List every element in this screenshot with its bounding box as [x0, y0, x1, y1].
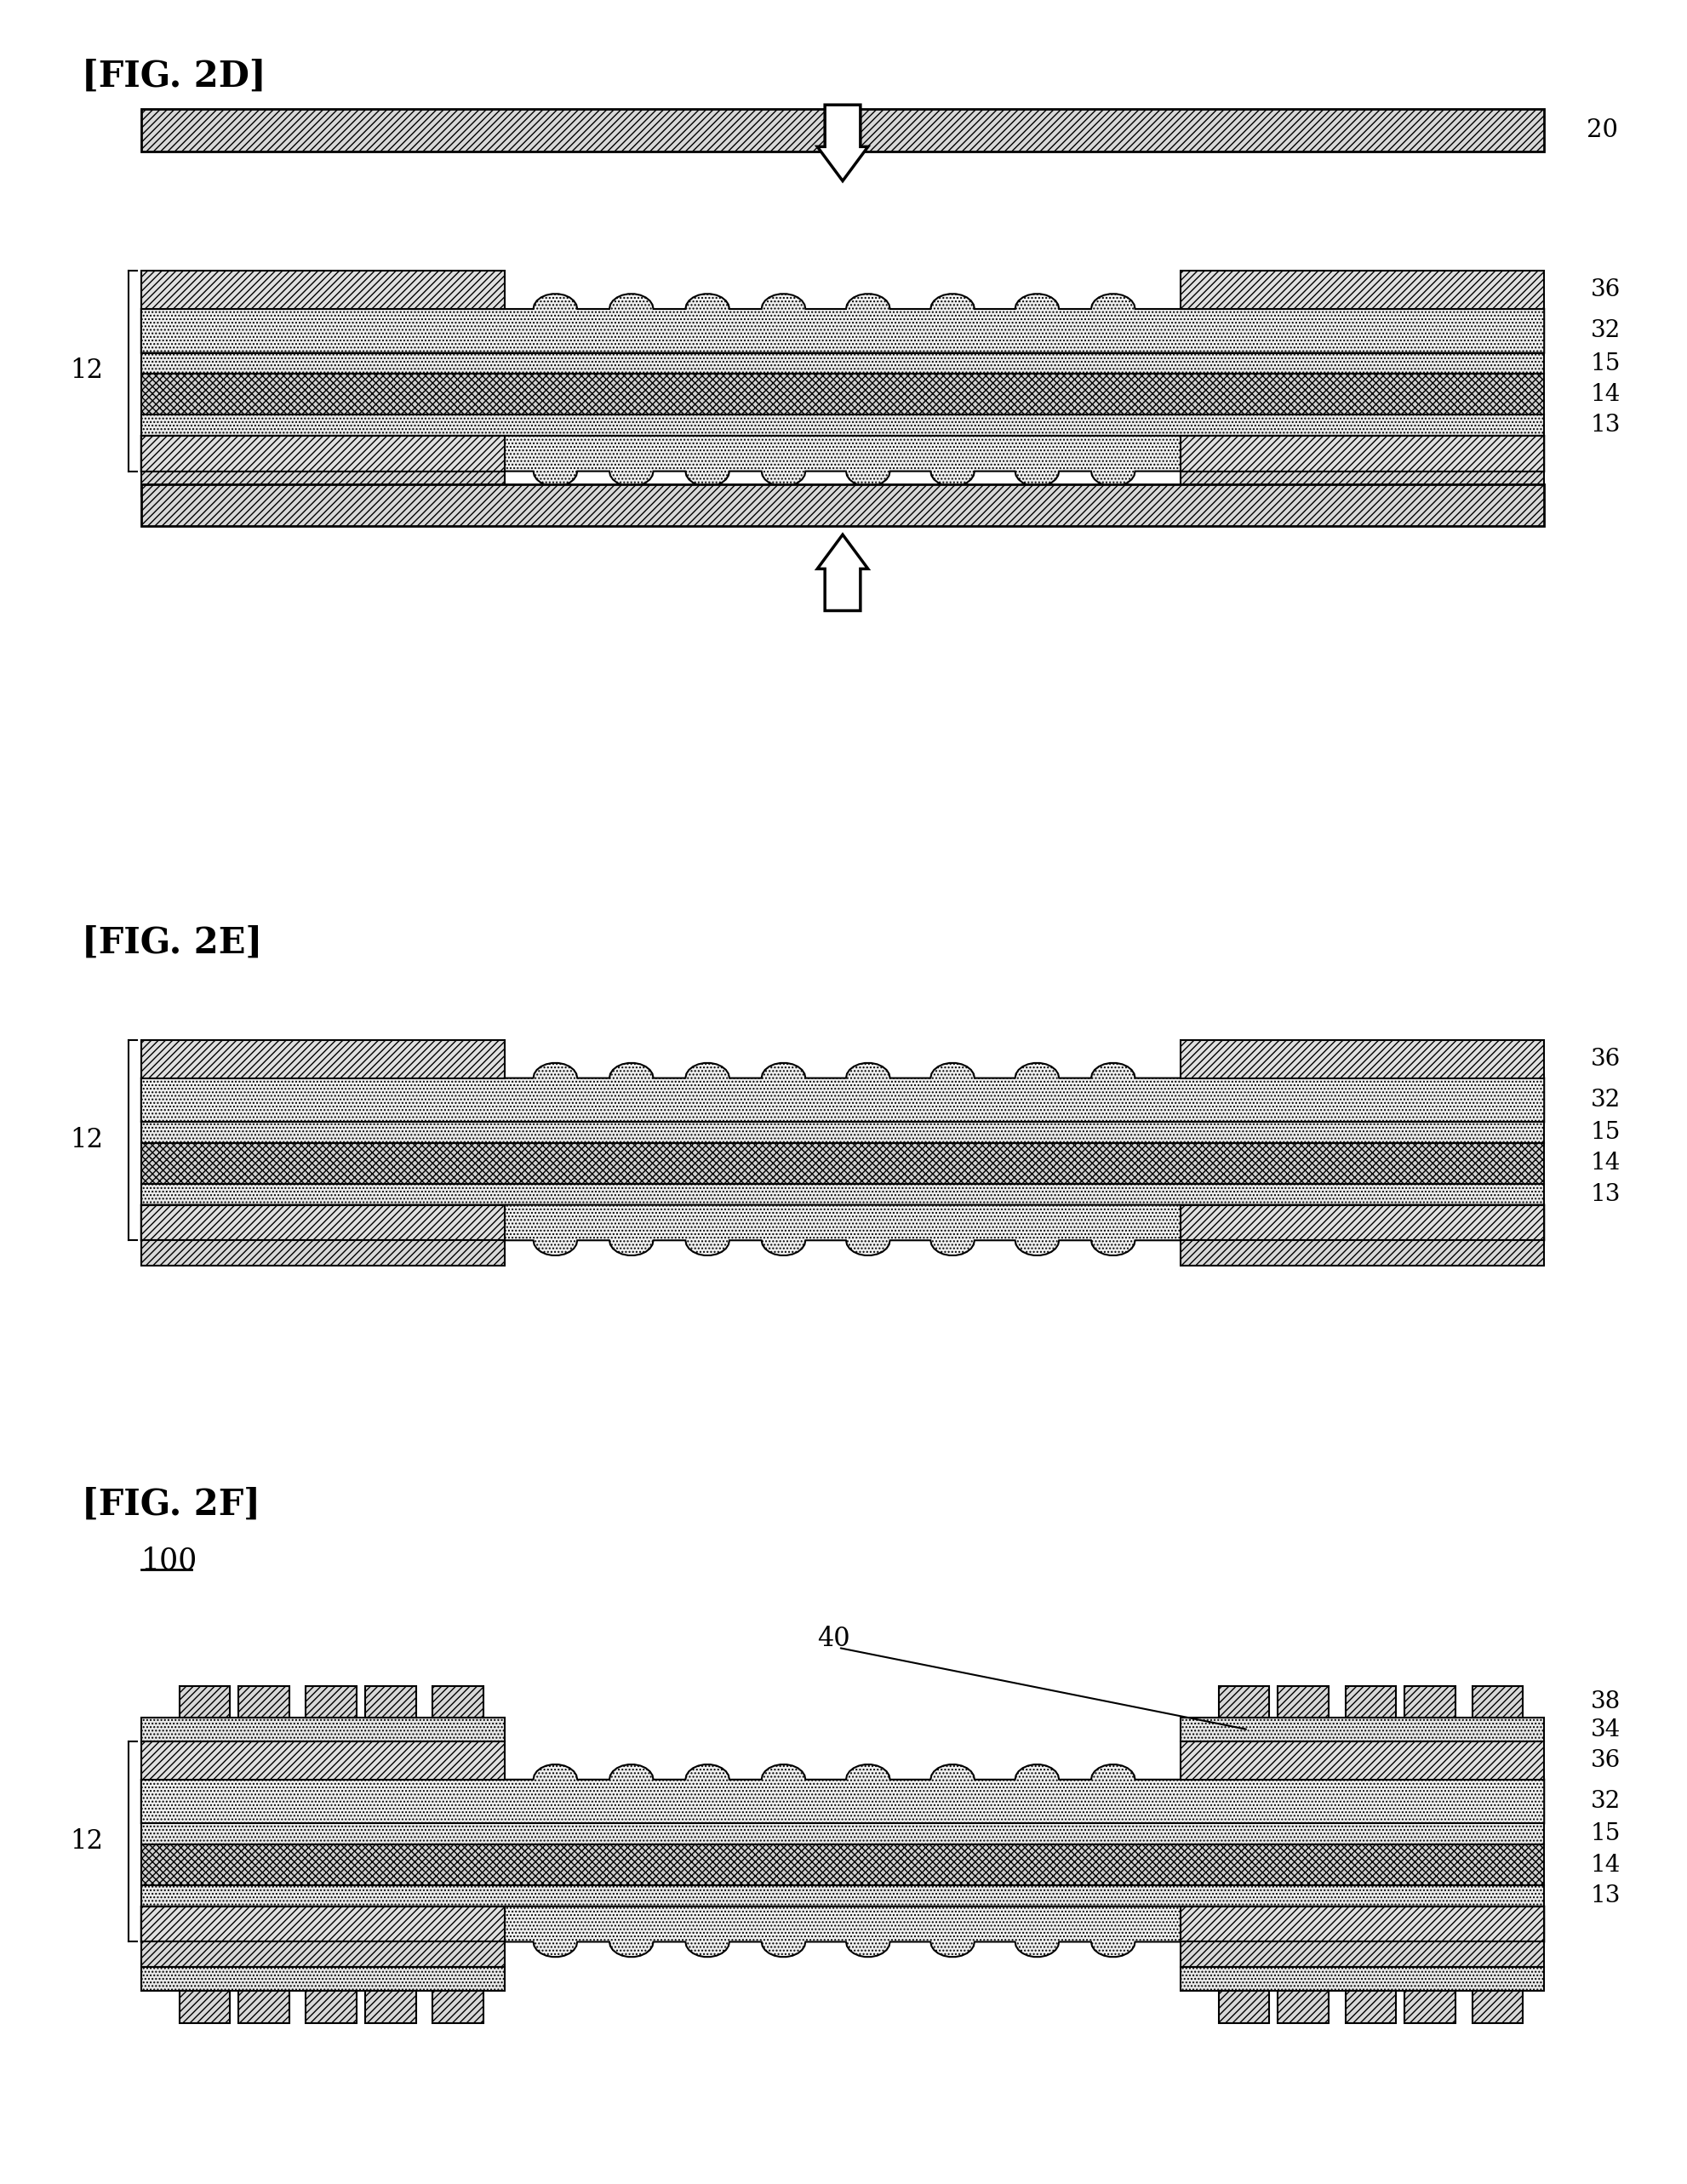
Text: 12: 12 [69, 1828, 103, 1854]
Bar [238, 1686, 288, 1719]
Polygon shape [142, 1907, 1544, 1957]
Bar [142, 354, 1544, 373]
Bar [142, 1719, 504, 1741]
Bar [432, 1686, 482, 1719]
Polygon shape [142, 1064, 1544, 1123]
Bar [1277, 1686, 1328, 1719]
Text: 32: 32 [1589, 319, 1620, 343]
Text: 40: 40 [817, 1627, 850, 1653]
Text: 34: 34 [1589, 1719, 1620, 1741]
Bar [1345, 1992, 1395, 2022]
Text: [FIG. 2E]: [FIG. 2E] [83, 924, 263, 961]
Bar [1181, 1907, 1544, 1942]
Text: [FIG. 2D]: [FIG. 2D] [83, 59, 267, 94]
Text: 20: 20 [1586, 118, 1618, 142]
Text: 14: 14 [1589, 1151, 1620, 1175]
Bar [142, 1845, 1544, 1885]
Bar [142, 271, 504, 308]
Bar [1277, 1992, 1328, 2022]
Bar [142, 109, 1544, 151]
Bar [142, 472, 504, 496]
Text: 15: 15 [1589, 1824, 1620, 1845]
Bar [1404, 1992, 1454, 2022]
Text: 13: 13 [1589, 1184, 1620, 1206]
Bar [142, 1241, 504, 1267]
Polygon shape [142, 1765, 1544, 1824]
Polygon shape [817, 535, 867, 612]
Bar [1181, 437, 1544, 472]
Text: 13: 13 [1589, 413, 1620, 437]
Bar [142, 1206, 504, 1241]
Bar [142, 485, 1544, 526]
Bar [142, 1123, 1544, 1142]
Bar [1181, 472, 1544, 496]
Text: 38: 38 [1589, 1690, 1620, 1712]
Bar [432, 1992, 482, 2022]
Bar [142, 1824, 1544, 1845]
Bar [179, 1992, 229, 2022]
Bar [142, 1885, 1544, 1907]
Bar [142, 1142, 1544, 1184]
Bar [142, 1968, 504, 1992]
Bar [1181, 1719, 1544, 1741]
Bar [1471, 1992, 1522, 2022]
Polygon shape [142, 295, 1544, 354]
Text: 32: 32 [1589, 1088, 1620, 1112]
Text: 36: 36 [1589, 277, 1620, 301]
Bar [142, 437, 504, 472]
Polygon shape [142, 437, 1544, 487]
Text: 32: 32 [1589, 1791, 1620, 1813]
Bar [305, 1992, 356, 2022]
Bar [238, 1992, 288, 2022]
Bar [1181, 1942, 1544, 1968]
Text: 12: 12 [69, 358, 103, 384]
Text: 36: 36 [1589, 1749, 1620, 1771]
Bar [142, 1907, 504, 1942]
Bar [142, 1040, 504, 1079]
Text: [FIG. 2F]: [FIG. 2F] [83, 1487, 260, 1522]
Bar [364, 1686, 415, 1719]
Bar [1181, 1040, 1544, 1079]
Bar [1181, 1206, 1544, 1241]
Bar [1181, 271, 1544, 308]
Bar [364, 1992, 415, 2022]
Text: 15: 15 [1589, 1120, 1620, 1144]
Bar [1181, 1968, 1544, 1992]
Bar [1471, 1686, 1522, 1719]
Bar [142, 1942, 504, 1968]
Polygon shape [142, 1206, 1544, 1256]
Bar [142, 415, 1544, 437]
Bar [1345, 1686, 1395, 1719]
Bar [1218, 1992, 1269, 2022]
Text: 14: 14 [1589, 382, 1620, 406]
Bar [1181, 1241, 1544, 1267]
Bar [179, 1686, 229, 1719]
Text: 13: 13 [1589, 1885, 1620, 1907]
Text: 12: 12 [69, 1127, 103, 1153]
Bar [1404, 1686, 1454, 1719]
Bar [305, 1686, 356, 1719]
Text: 14: 14 [1589, 1854, 1620, 1876]
Bar [142, 1741, 504, 1780]
Bar [1181, 1741, 1544, 1780]
Text: 15: 15 [1589, 352, 1620, 376]
Bar [142, 373, 1544, 415]
Bar [1218, 1686, 1269, 1719]
Text: 36: 36 [1589, 1048, 1620, 1070]
Bar [142, 1184, 1544, 1206]
Text: 100: 100 [142, 1546, 197, 1575]
Polygon shape [817, 105, 867, 181]
